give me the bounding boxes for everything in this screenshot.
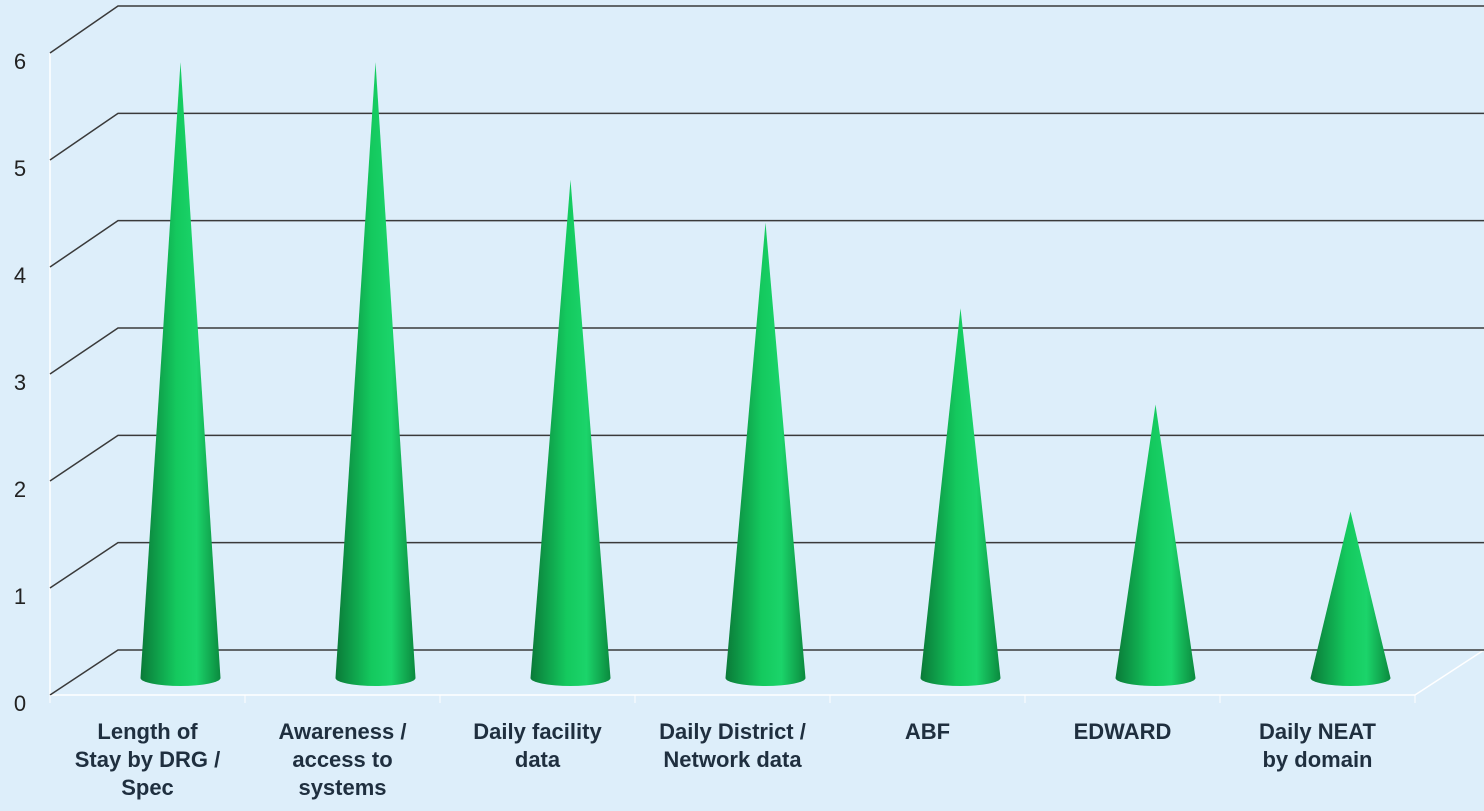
cone [335,62,416,687]
grid-line [49,219,1484,268]
grid-line [49,434,1484,482]
cone [920,308,1001,686]
cone [530,179,611,687]
x-tick-label: ABF [904,719,951,744]
x-tick-label: Daily NEAT by domain [1259,719,1376,772]
cone [1310,511,1391,686]
y-tick-label: 6 [14,49,26,74]
grid-line [49,649,1484,696]
x-tick-label: EDWARD [1073,719,1172,744]
grid-line [49,5,1484,54]
grid-line [49,541,1484,589]
y-tick-label: 5 [14,156,26,181]
x-tick-label: Daily facility data [473,719,602,772]
y-tick-label: 0 [14,691,26,716]
cone [725,222,806,686]
grid-line [49,112,1484,161]
y-tick-label: 3 [14,370,26,395]
x-tick-label: Awareness / access to systems [278,719,407,800]
grid-line [49,327,1484,375]
y-tick-label: 4 [14,263,26,288]
y-tick-label: 2 [14,477,26,502]
cone [1115,404,1196,686]
y-tick-label: 1 [14,584,26,609]
x-tick-label: Daily District / Network data [659,719,806,772]
x-tick-label: Length of Stay by DRG / Spec [74,719,221,800]
cone [140,62,221,687]
